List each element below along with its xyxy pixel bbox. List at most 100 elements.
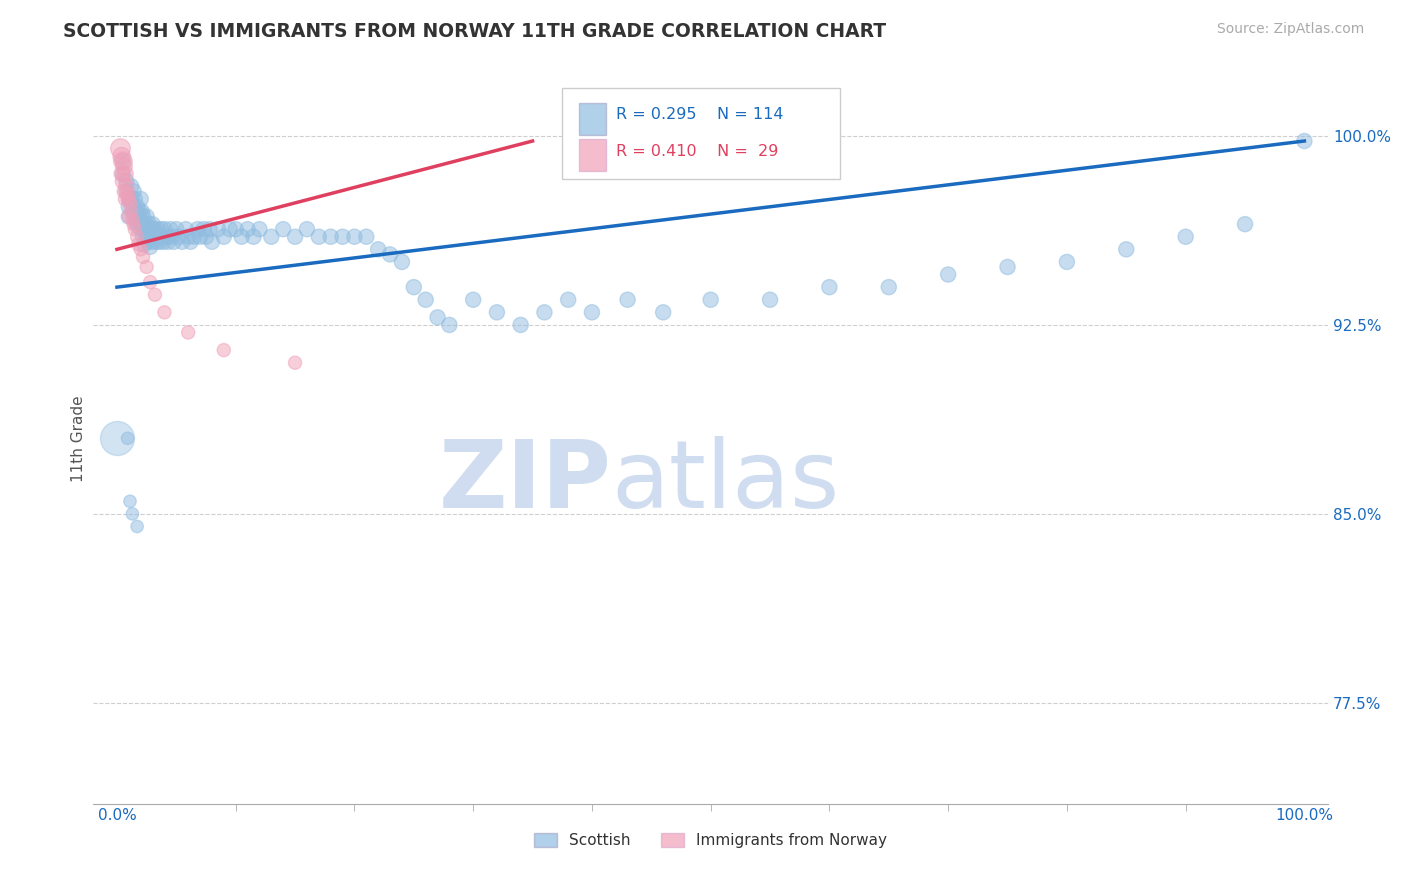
Point	[145, 235, 167, 249]
Legend: Scottish, Immigrants from Norway: Scottish, Immigrants from Norway	[527, 827, 893, 855]
Point	[115, 185, 138, 199]
Bar	[578, 139, 606, 171]
Point	[127, 229, 149, 244]
Point	[236, 222, 259, 236]
Point	[378, 247, 401, 261]
Point	[356, 229, 378, 244]
Point	[160, 229, 183, 244]
Point	[139, 222, 162, 236]
Point	[127, 219, 149, 234]
Point	[127, 210, 149, 224]
Point	[581, 305, 603, 319]
Point	[212, 343, 235, 358]
Point	[936, 268, 959, 282]
Point	[463, 293, 485, 307]
Point	[616, 293, 638, 307]
Point	[533, 305, 555, 319]
Point	[111, 167, 134, 181]
Point	[120, 179, 142, 194]
Point	[112, 185, 135, 199]
Point	[131, 204, 153, 219]
Point	[135, 229, 157, 244]
Point	[124, 192, 146, 206]
Point	[319, 229, 342, 244]
Point	[127, 200, 149, 214]
Text: SCOTTISH VS IMMIGRANTS FROM NORWAY 11TH GRADE CORRELATION CHART: SCOTTISH VS IMMIGRANTS FROM NORWAY 11TH …	[63, 22, 886, 41]
Text: Source: ZipAtlas.com: Source: ZipAtlas.com	[1216, 22, 1364, 37]
Point	[249, 222, 271, 236]
Point	[201, 235, 224, 249]
Point	[231, 229, 253, 244]
Point	[134, 237, 156, 252]
Point	[143, 287, 166, 301]
Text: R = 0.410    N =  29: R = 0.410 N = 29	[616, 145, 778, 160]
Point	[308, 229, 330, 244]
Point	[1174, 229, 1197, 244]
Point	[509, 318, 531, 332]
Point	[143, 229, 166, 244]
Point	[156, 235, 179, 249]
Point	[111, 149, 134, 163]
Point	[1234, 217, 1257, 231]
Point	[118, 494, 141, 508]
Point	[167, 229, 190, 244]
Point	[652, 305, 675, 319]
Point	[139, 275, 162, 289]
Point	[997, 260, 1019, 274]
Point	[485, 305, 508, 319]
Point	[132, 229, 155, 244]
Point	[135, 210, 157, 224]
Point	[284, 356, 307, 370]
Point	[402, 280, 425, 294]
Point	[121, 507, 143, 521]
Point	[343, 229, 366, 244]
Point	[118, 210, 141, 224]
Point	[284, 229, 307, 244]
Point	[139, 240, 162, 254]
Point	[187, 222, 209, 236]
Point	[195, 229, 218, 244]
Point	[131, 222, 153, 236]
Point	[271, 222, 294, 236]
Point	[188, 229, 211, 244]
Point	[159, 222, 181, 236]
Point	[759, 293, 782, 307]
Point	[142, 217, 165, 231]
Point	[134, 222, 156, 236]
Point	[391, 255, 413, 269]
Point	[163, 235, 186, 249]
Point	[112, 159, 135, 173]
Point	[120, 204, 142, 219]
Point	[127, 237, 149, 252]
Point	[118, 197, 141, 211]
Point	[149, 235, 172, 249]
Point	[115, 174, 138, 188]
Point	[367, 243, 389, 257]
Point	[156, 229, 179, 244]
Point	[105, 431, 128, 445]
Point	[118, 200, 141, 214]
Point	[225, 222, 247, 236]
Point	[129, 217, 152, 231]
Point	[198, 222, 221, 236]
Point	[115, 179, 138, 194]
Point	[153, 305, 176, 319]
Point	[193, 222, 215, 236]
Point	[127, 519, 149, 533]
FancyBboxPatch shape	[562, 87, 841, 179]
Point	[1056, 255, 1078, 269]
Point	[121, 212, 143, 227]
Point	[142, 222, 165, 236]
Point	[122, 200, 145, 214]
Point	[439, 318, 461, 332]
Point	[172, 235, 194, 249]
Text: R = 0.295    N = 114: R = 0.295 N = 114	[616, 107, 783, 122]
Point	[1115, 243, 1137, 257]
Point	[426, 310, 449, 325]
Point	[150, 229, 173, 244]
Point	[122, 185, 145, 199]
Point	[183, 229, 205, 244]
Point	[174, 222, 197, 236]
Point	[111, 154, 134, 169]
Point	[117, 431, 139, 445]
